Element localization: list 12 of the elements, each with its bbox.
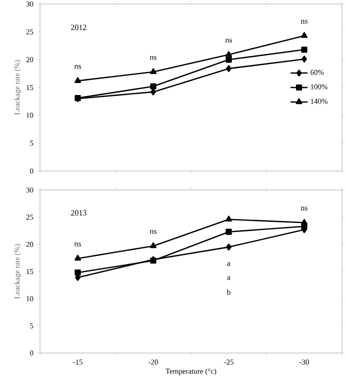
annotation: ns bbox=[300, 206, 308, 211]
annotation: 2012 bbox=[71, 24, 86, 30]
annotation: a bbox=[227, 262, 230, 266]
annotation: ns bbox=[225, 38, 232, 43]
annotation: ns bbox=[74, 64, 82, 69]
annotation: ns bbox=[150, 230, 157, 234]
annotation: b bbox=[226, 289, 230, 295]
annotation: 2013 bbox=[71, 210, 86, 216]
annotation: ns bbox=[150, 56, 157, 60]
annotation: ns bbox=[74, 242, 82, 246]
annotation: a bbox=[227, 276, 230, 280]
annotation: ns bbox=[300, 20, 308, 24]
